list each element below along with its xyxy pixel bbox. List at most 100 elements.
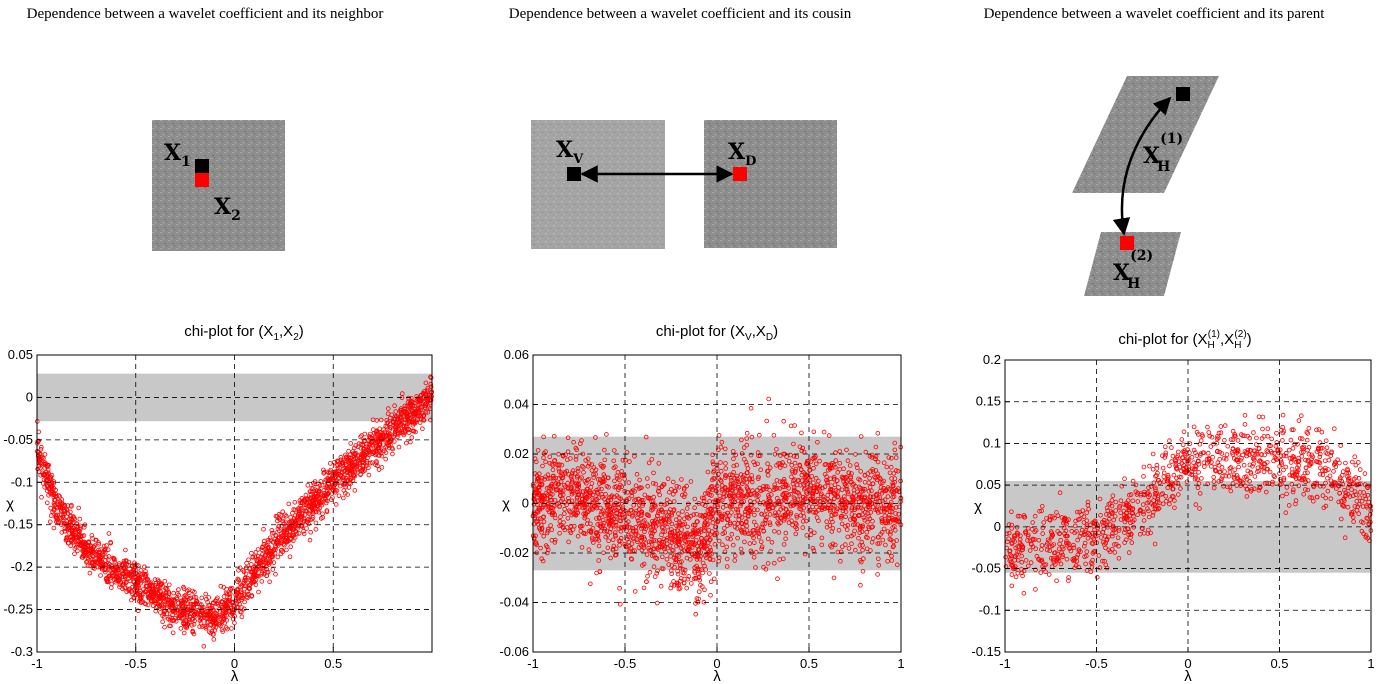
data-point: [126, 559, 132, 565]
data-point: [50, 483, 55, 489]
data-point: [401, 424, 407, 429]
data-point: [137, 598, 142, 604]
data-point: [245, 592, 250, 597]
label-xh2: X(2) H: [1113, 248, 1153, 292]
cousin-vertical-patch: [531, 120, 665, 249]
data-point: [365, 455, 370, 461]
data-point: [1274, 430, 1279, 436]
data-point: [352, 488, 358, 493]
data-point: [181, 586, 187, 591]
data-point: [76, 505, 81, 511]
data-point: [647, 569, 653, 575]
data-point: [121, 558, 127, 564]
data-point: [197, 618, 203, 623]
data-point: [96, 541, 101, 547]
data-point: [1009, 572, 1015, 577]
data-point: [152, 582, 158, 588]
data-point: [1033, 587, 1038, 592]
data-point: [259, 570, 265, 576]
data-point: [214, 597, 219, 602]
x-tick-label: -0.5: [125, 656, 147, 671]
data-point: [44, 500, 50, 506]
data-point: [192, 589, 197, 595]
data-point: [345, 472, 351, 478]
data-point: [236, 567, 241, 573]
data-point: [343, 454, 349, 460]
data-point: [54, 512, 60, 518]
data-point: [343, 452, 348, 458]
data-point: [364, 460, 370, 466]
data-point: [362, 468, 368, 473]
data-point: [402, 430, 408, 436]
data-point: [41, 481, 46, 486]
data-point: [338, 472, 344, 478]
data-point: [138, 568, 144, 573]
y-axis-label: χ: [502, 496, 510, 513]
data-point: [1299, 413, 1304, 419]
data-point: [1181, 429, 1187, 435]
parent-arrow: [1112, 96, 1172, 236]
data-point: [367, 441, 373, 446]
data-point: [246, 557, 251, 563]
data-point: [194, 598, 200, 604]
data-point: [688, 581, 694, 586]
data-point: [362, 452, 367, 458]
data-point: [344, 470, 350, 476]
data-point: [249, 562, 254, 567]
data-point: [406, 426, 411, 432]
data-point: [91, 554, 96, 559]
data-point: [122, 574, 128, 580]
data-point: [74, 521, 80, 527]
data-point: [284, 547, 289, 553]
data-point: [319, 499, 325, 505]
data-point: [228, 586, 233, 591]
data-point: [35, 466, 40, 472]
cousin-black-square: [567, 167, 581, 181]
data-point: [283, 534, 289, 539]
data-point: [422, 405, 428, 411]
data-point: [219, 604, 225, 610]
data-point: [270, 553, 276, 559]
data-point: [327, 469, 333, 475]
data-point: [87, 570, 93, 576]
data-point: [320, 511, 325, 517]
data-point: [42, 452, 48, 457]
data-point: [267, 579, 272, 585]
data-point: [63, 537, 69, 543]
panel-title-parent: Dependence between a wavelet coefficient…: [983, 6, 1325, 22]
data-point: [162, 624, 167, 630]
data-point: [286, 525, 291, 530]
data-point: [131, 574, 136, 580]
data-point: [1046, 572, 1052, 577]
data-point: [1122, 476, 1127, 482]
data-point: [281, 526, 287, 532]
panel-title-neighbor: Dependence between a wavelet coefficient…: [26, 6, 384, 22]
data-point: [379, 465, 385, 470]
data-point: [350, 475, 356, 480]
data-point: [1299, 454, 1305, 459]
data-point: [423, 380, 429, 386]
label-xh1: X(1) H: [1143, 131, 1183, 175]
data-point: [402, 408, 407, 414]
data-point: [396, 444, 402, 450]
data-point: [123, 558, 129, 564]
data-point: [356, 441, 362, 446]
data-point: [203, 591, 209, 597]
data-point: [235, 576, 241, 582]
y-tick-label: -0.15: [3, 517, 33, 532]
diagram-cousin: XV XD: [531, 120, 837, 249]
data-point: [226, 591, 232, 597]
data-point: [235, 586, 241, 592]
data-point: [367, 431, 373, 437]
data-point: [265, 560, 271, 566]
data-point: [256, 573, 261, 579]
data-point: [373, 448, 379, 454]
data-point: [340, 482, 346, 487]
data-point: [374, 418, 380, 423]
data-point: [51, 525, 57, 531]
data-point: [799, 430, 804, 436]
data-point: [310, 486, 316, 492]
data-point: [1251, 430, 1256, 435]
data-point: [376, 453, 382, 458]
data-point: [270, 567, 276, 572]
